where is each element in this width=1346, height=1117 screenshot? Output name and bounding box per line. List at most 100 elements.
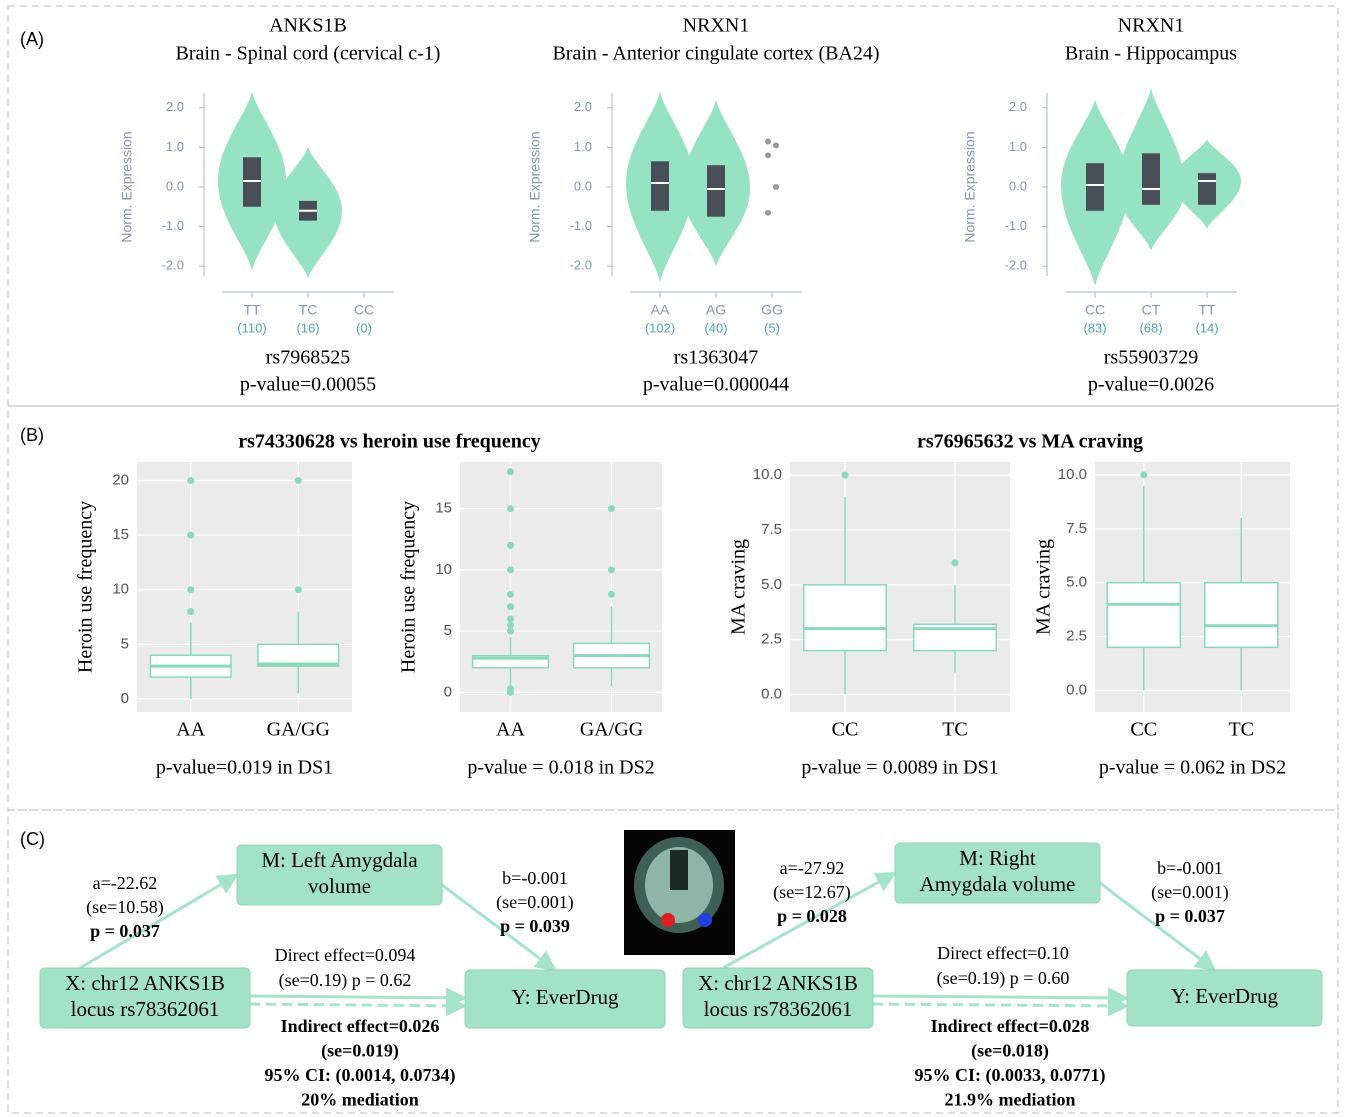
y-axis-label: Norm. Expression — [962, 131, 978, 242]
node-label: M: Right — [959, 846, 1036, 870]
x-tick-label: CC — [354, 302, 374, 318]
x-tick-label: AA — [651, 302, 670, 318]
y-tick-label: 0.0 — [166, 178, 184, 193]
y-tick-label: 10 — [435, 561, 452, 578]
outlier-point — [608, 566, 615, 573]
y-tick-label: 2.5 — [1066, 628, 1087, 645]
node-label: Y: EverDrug — [511, 985, 619, 1009]
y-tick-label: 0.0 — [574, 178, 592, 193]
y-tick-label: 2.0 — [166, 99, 184, 114]
node-label: X: chr12 ANKS1B — [65, 971, 225, 995]
b-label: b=-0.001 — [502, 868, 568, 888]
chart-title: NRXN1 — [683, 15, 750, 37]
y-axis-label: MA craving — [1033, 539, 1055, 635]
y-tick-label: 10.0 — [753, 466, 782, 483]
chart-subtitle: Brain - Anterior cingulate cortex (BA24) — [552, 43, 879, 65]
count-label: (83) — [1083, 320, 1106, 335]
y-axis-label: MA craving — [728, 539, 750, 635]
indirect-label: 95% CI: (0.0033, 0.0771) — [915, 1065, 1106, 1086]
panel-label: (C) — [20, 829, 45, 849]
outlier-point — [507, 621, 514, 628]
y-tick-label: 10.0 — [1058, 466, 1087, 483]
y-tick-label: 7.5 — [1066, 520, 1087, 537]
a-label: p = 0.037 — [90, 921, 160, 941]
y-tick-label: 5 — [121, 635, 129, 652]
violin-box — [1198, 173, 1216, 205]
caption: p-value = 0.062 in DS2 — [1099, 757, 1286, 779]
outlier-point — [765, 210, 771, 216]
y-tick-label: 0 — [121, 690, 129, 707]
count-label: (40) — [704, 320, 727, 335]
indirect-label: Indirect effect=0.026 — [281, 1016, 440, 1036]
x-tick-label: CC — [1130, 719, 1157, 741]
box — [1205, 583, 1278, 648]
indirect-label: 20% mediation — [301, 1090, 419, 1110]
y-tick-label: 2.5 — [761, 631, 782, 648]
violin-box — [651, 161, 669, 211]
plot-background — [460, 462, 662, 712]
outlier-point — [507, 468, 514, 475]
indirect-label: (se=0.018) — [971, 1041, 1049, 1062]
a-label: (se=12.67) — [773, 882, 851, 903]
a-label: (se=10.58) — [86, 897, 164, 918]
x-tick-label: CC — [832, 719, 859, 741]
caption: p-value=0.019 in DS1 — [156, 757, 333, 779]
count-label: (14) — [1195, 320, 1218, 335]
y-tick-label: 1.0 — [1009, 139, 1027, 154]
x-tick-label: TT — [243, 302, 261, 318]
x-tick-label: CT — [1142, 302, 1161, 318]
path-arrow — [250, 1004, 465, 1006]
chart-title: rs74330628 vs heroin use frequency — [238, 431, 541, 453]
count-label: (102) — [645, 320, 675, 335]
count-label: (5) — [764, 320, 780, 335]
y-tick-label: 15 — [112, 526, 129, 543]
count-label: (110) — [237, 320, 266, 335]
x-tick-label: GA/GG — [267, 719, 330, 741]
x-tick-label: CC — [1085, 302, 1105, 318]
direct-label: (se=0.19) p = 0.60 — [937, 968, 1070, 989]
b-label: (se=0.001) — [496, 892, 574, 913]
x-tick-label: GG — [761, 302, 783, 318]
p-value: p-value=0.0026 — [1088, 374, 1214, 396]
y-tick-label: -2.0 — [570, 258, 592, 273]
y-tick-label: 7.5 — [761, 521, 782, 538]
x-tick-label: AA — [496, 719, 525, 741]
outlier-point — [608, 591, 615, 598]
a-label: a=-27.92 — [780, 858, 845, 878]
b-label: p = 0.037 — [1155, 906, 1225, 926]
node-label: locus rs78362061 — [71, 997, 220, 1021]
chart-title: ANKS1B — [269, 15, 347, 37]
outlier-point — [765, 138, 771, 144]
count-label: (0) — [356, 320, 372, 335]
y-axis-label: Norm. Expression — [119, 131, 135, 242]
x-tick-label: AA — [176, 719, 205, 741]
box — [804, 585, 887, 651]
node-label: Amygdala volume — [920, 872, 1076, 896]
y-tick-label: 2.0 — [1009, 99, 1027, 114]
y-tick-label: 5.0 — [1066, 574, 1087, 591]
y-tick-label: -2.0 — [1005, 258, 1027, 273]
chart-subtitle: Brain - Spinal cord (cervical c-1) — [176, 43, 441, 65]
y-tick-label: -2.0 — [162, 258, 184, 273]
outlier-point — [507, 615, 514, 622]
a-label: a=-22.62 — [93, 873, 158, 893]
y-tick-label: 0.0 — [1066, 681, 1087, 698]
outlier-point — [842, 472, 849, 479]
outlier-point — [295, 477, 302, 484]
x-tick-label: TC — [1228, 719, 1254, 741]
violin-box — [1086, 163, 1104, 211]
path-arrow — [873, 996, 1127, 998]
b-label: (se=0.001) — [1151, 882, 1229, 903]
x-tick-label: TT — [1198, 302, 1216, 318]
y-tick-label: 2.0 — [574, 99, 592, 114]
node-label: Y: EverDrug — [1171, 984, 1279, 1008]
direct-label: Direct effect=0.10 — [937, 943, 1069, 963]
count-label: (16) — [296, 320, 319, 335]
node-label: X: chr12 ANKS1B — [698, 971, 858, 995]
x-tick-label: TC — [942, 719, 968, 741]
outlier-point — [773, 184, 779, 190]
node-label: M: Left Amygdala — [261, 848, 418, 872]
p-value: p-value=0.00055 — [240, 374, 376, 396]
panel-label: (B) — [20, 425, 44, 445]
node-label: volume — [308, 874, 371, 898]
